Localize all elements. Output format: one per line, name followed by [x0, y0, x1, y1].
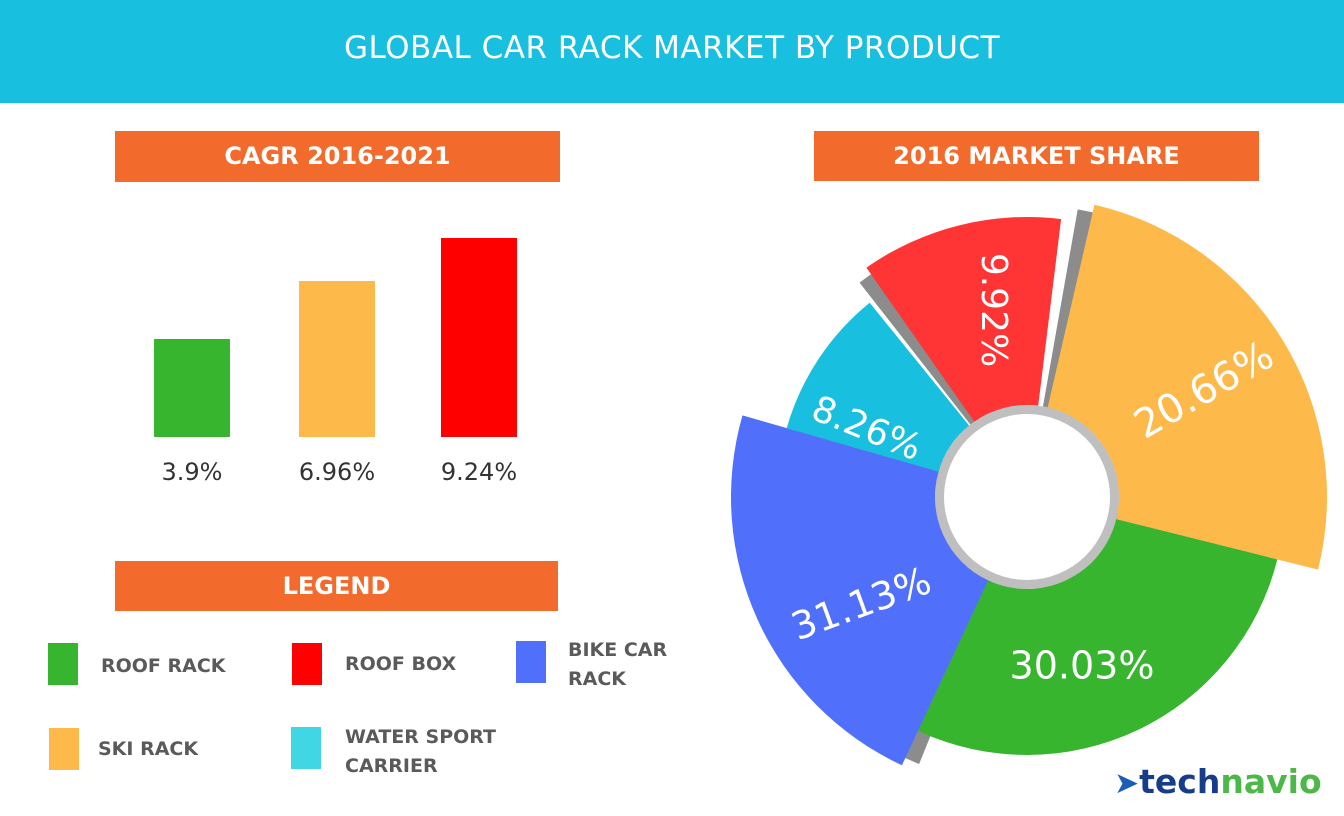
legend-label-water-sport-carrier: WATER SPORT CARRIER [345, 726, 497, 777]
legend-label-ski-rack: SKI RACK [98, 738, 199, 760]
cagr-data-label: 6.96% [298, 458, 376, 486]
cagr-data-label: 3.9% [161, 458, 223, 486]
legend-swatch-bike-car-rack [516, 641, 546, 683]
donut-hole [944, 414, 1110, 580]
legend-label-bike-car-rack: BIKE CAR RACK [568, 639, 668, 690]
technavio-logo: ➤technavio [1114, 762, 1322, 801]
slice-shadow [859, 268, 977, 425]
logo-arrow-icon: ➤ [1114, 766, 1140, 801]
cagr-title: CAGR 2016-2021 [115, 131, 560, 182]
donut-data-label: 9.92% [973, 253, 1014, 367]
donut-slice [917, 519, 1278, 755]
donut-slice [731, 415, 989, 766]
cagr-bar [441, 238, 517, 437]
cagr-bar [299, 281, 375, 437]
donut-slice [786, 302, 970, 472]
legend-swatch-water-sport-carrier [291, 727, 321, 769]
page-title: GLOBAL CAR RACK MARKET BY PRODUCT [343, 30, 1001, 66]
legend-swatch-roof-rack [48, 643, 78, 685]
legend-title: LEGEND [115, 561, 558, 611]
donut-slice [1047, 204, 1328, 570]
donut-slice [866, 217, 1062, 422]
market-share-title: 2016 MARKET SHARE [814, 131, 1259, 181]
donut-data-label: 30.03% [1010, 644, 1155, 688]
legend-swatch-ski-rack [49, 728, 79, 770]
legend-label-roof-rack: ROOF RACK [101, 655, 226, 677]
header-banner: GLOBAL CAR RACK MARKET BY PRODUCT [0, 0, 1344, 103]
legend-swatch-roof-box [292, 643, 322, 685]
cagr-data-label: 9.24% [440, 458, 518, 486]
cagr-bar [154, 339, 230, 437]
legend-label-roof-box: ROOF BOX [345, 653, 457, 675]
